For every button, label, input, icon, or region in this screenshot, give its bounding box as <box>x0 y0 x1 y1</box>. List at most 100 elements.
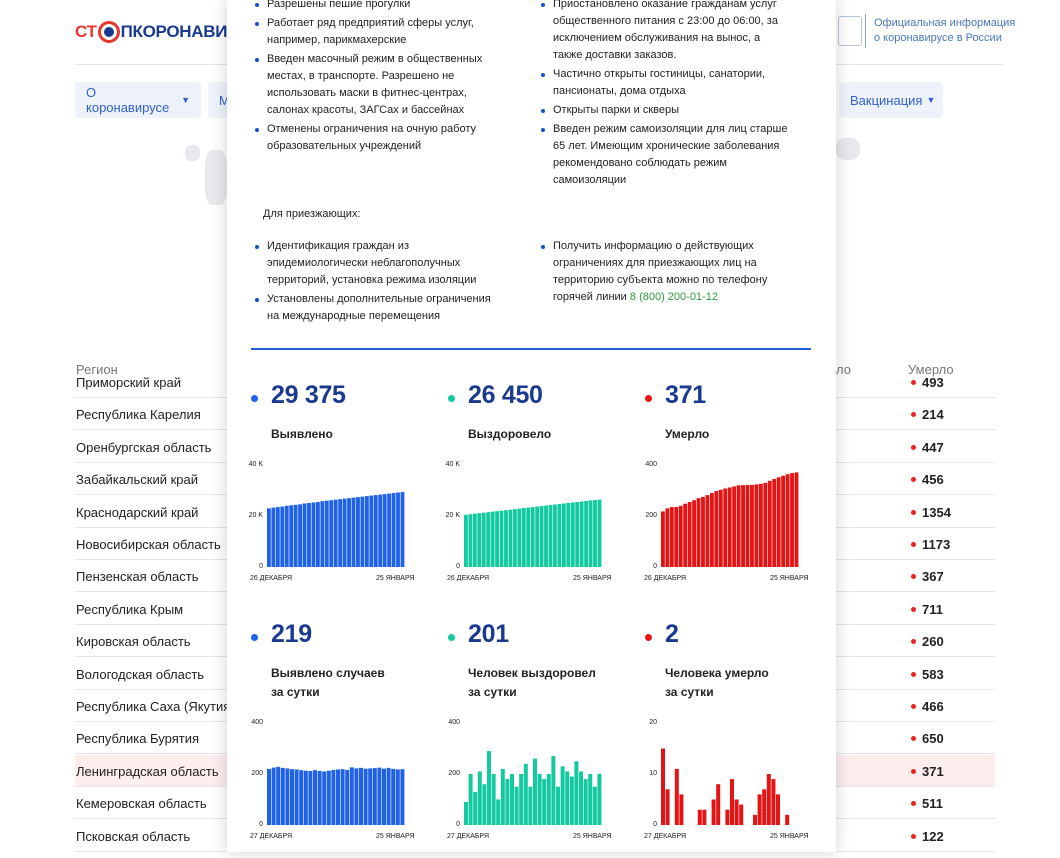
chart-bar <box>794 472 799 567</box>
chart-bar <box>386 767 391 825</box>
chart-bar <box>482 784 487 825</box>
chart-bar <box>317 770 322 825</box>
map-fragment <box>836 138 860 160</box>
stat-label: Выявлено случаев за сутки <box>271 666 385 699</box>
chart-bar <box>517 508 522 567</box>
chart-bar <box>285 768 290 825</box>
chart-bar <box>356 497 360 567</box>
y-tick-label: 0 <box>259 563 263 570</box>
chart-bar <box>391 768 396 825</box>
chart-bar <box>315 501 320 567</box>
chart-bar <box>307 503 311 567</box>
chart-bar <box>333 499 338 567</box>
chart-bar <box>491 774 496 825</box>
section-divider <box>251 348 811 350</box>
chart-bar <box>280 767 285 825</box>
chart-bar <box>730 779 734 825</box>
deaths-value: 583 <box>911 667 944 682</box>
list-item: Идентификация граждан из эпидемиологичес… <box>255 238 505 289</box>
chart-bar <box>299 770 304 825</box>
chart-bar <box>468 514 473 567</box>
y-tick-label: 0 <box>456 821 460 828</box>
chart-bar <box>298 504 303 567</box>
chart-bar <box>311 502 316 567</box>
bar-chart: 400 200 0 27 ДЕКАБРЯ 25 ЯНВАРЯ <box>237 718 417 858</box>
chart-bar <box>561 503 566 567</box>
stopcoronavirus-logo[interactable]: СТ ПКОРОНАВИ <box>75 21 228 43</box>
column-header-deaths[interactable]: Умерло <box>908 362 954 377</box>
stat-dot-icon <box>251 634 258 641</box>
stat-number: 29 375 <box>271 381 346 409</box>
stat-label: Человек выздоровел за сутки <box>468 666 596 699</box>
chart-bar <box>496 799 501 825</box>
chart-bar <box>597 499 602 567</box>
deaths-value: 214 <box>911 407 944 422</box>
y-tick-label: 20 K <box>248 512 263 519</box>
x-tick-end: 25 ЯНВАРЯ <box>573 833 612 840</box>
chart-bar <box>276 766 281 825</box>
government-emblem-icon <box>836 14 866 48</box>
bar-chart: 40 K 20 K 0 26 ДЕКАБРЯ 25 ЯНВАРЯ <box>434 460 614 600</box>
region-name: Республика Карелия <box>76 407 201 423</box>
chart-bar <box>387 493 392 567</box>
chart-bar <box>674 507 679 567</box>
chart-bar <box>345 769 350 825</box>
x-tick-start: 27 ДЕКАБРЯ <box>447 833 490 840</box>
region-name: Оренбургская область <box>76 439 212 455</box>
chart-bar <box>331 769 336 825</box>
chart-bar <box>588 774 593 825</box>
government-link[interactable]: Официальная информация о коронавирусе в Р… <box>836 14 1015 48</box>
chart-bar <box>351 497 356 567</box>
chart-bar <box>514 786 519 825</box>
restrictions-list-right: Приостановлено оказание гражданам услуг … <box>541 0 791 191</box>
chart-bar <box>790 473 794 567</box>
chart-bar <box>382 768 386 825</box>
nav-vaccination[interactable]: Вакцинация ▼ <box>839 82 943 118</box>
visitors-title: Для приезжающих: <box>263 208 361 220</box>
chart-bar <box>521 508 526 567</box>
column-header-cases[interactable]: ло <box>836 362 851 377</box>
list-item: Разрешены пешие прогулки <box>255 0 505 13</box>
nav-about-coronavirus[interactable]: О коронавирусе ▼ <box>75 82 201 118</box>
chart-bar <box>734 799 739 825</box>
chart-bar <box>526 507 531 567</box>
bar-chart: 20 10 0 27 ДЕКАБРЯ 25 ЯНВАРЯ <box>631 718 811 858</box>
column-header-region[interactable]: Регион <box>76 362 118 377</box>
chart-bar <box>302 503 307 567</box>
chart-bar <box>785 814 790 825</box>
chart-bar <box>551 756 556 825</box>
hotline-phone-link[interactable]: 8 (800) 200-01-12 <box>629 291 718 303</box>
chart-svg <box>267 492 405 567</box>
chart-bar <box>692 500 697 567</box>
y-tick-label: 10 <box>649 770 657 777</box>
chart-bar <box>271 767 276 826</box>
chart-bar <box>588 500 593 567</box>
y-tick-label: 400 <box>448 719 460 726</box>
chart-bar <box>313 770 317 825</box>
chart-bar <box>267 508 271 567</box>
x-tick-start: 26 ДЕКАБРЯ <box>447 575 490 582</box>
chart-bar <box>557 504 562 567</box>
region-name: Республика Крым <box>76 601 184 617</box>
deaths-value: 447 <box>911 440 944 455</box>
y-tick-label: 400 <box>645 461 657 468</box>
stat-number: 219 <box>271 620 312 648</box>
x-tick-end: 25 ЯНВАРЯ <box>376 833 415 840</box>
restrictions-list-left: Разрешены пешие прогулки Работает ряд пре… <box>255 0 505 157</box>
chart-bar <box>569 776 574 825</box>
chart-bar <box>556 786 560 825</box>
chart-bar <box>336 769 340 825</box>
map-fragment <box>185 145 200 161</box>
stat-label: Выздоровело <box>468 427 552 441</box>
chart-bar <box>500 768 505 825</box>
stat-number: 201 <box>468 620 509 648</box>
chart-bar <box>763 482 768 567</box>
chart-bar <box>757 794 762 825</box>
stat-label: Человека умерло за сутки <box>665 666 769 699</box>
chart-bar <box>542 779 547 825</box>
chart-bar <box>570 502 575 567</box>
chart-bar <box>565 771 570 825</box>
chart-bar <box>347 498 351 567</box>
y-tick-label: 200 <box>645 512 657 519</box>
chart-bar <box>741 485 745 567</box>
